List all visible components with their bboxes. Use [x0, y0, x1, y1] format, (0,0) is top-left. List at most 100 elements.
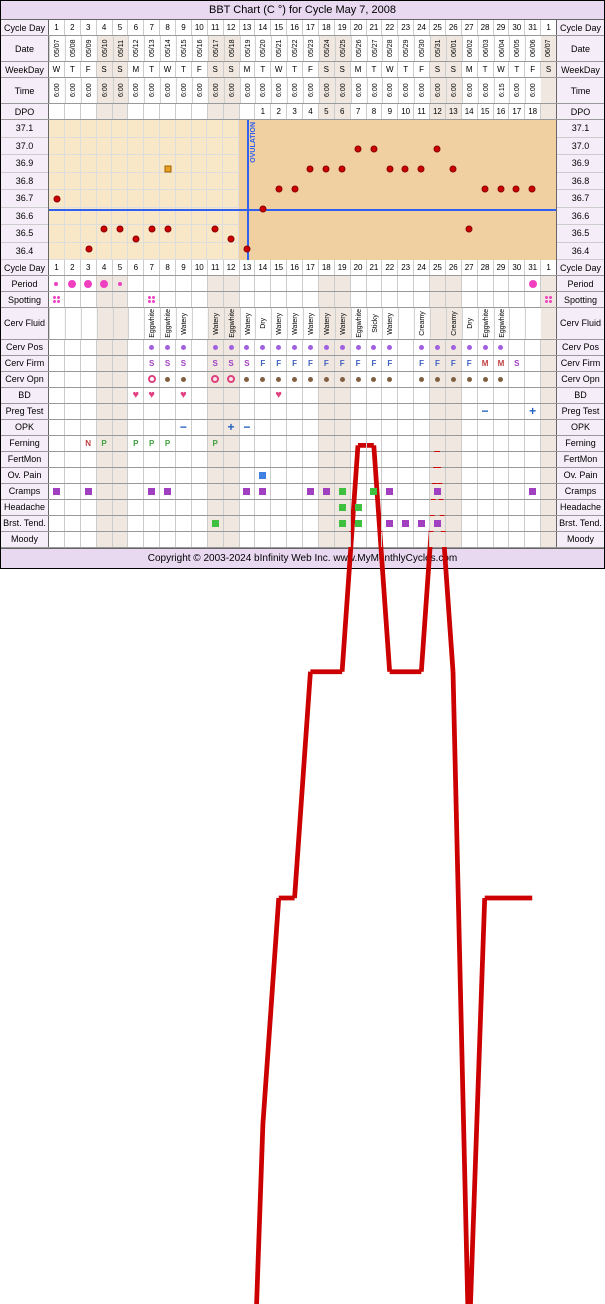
- cell: [81, 452, 97, 467]
- cell: [462, 372, 478, 387]
- label-dpo: DPO: [1, 104, 49, 119]
- cell: 27: [462, 20, 478, 35]
- cell: [462, 276, 478, 291]
- label-weekday: WeekDay: [1, 62, 49, 77]
- cell: 4: [303, 104, 319, 119]
- cell: 2: [65, 20, 81, 35]
- cell: [240, 388, 256, 403]
- label-cervFirm-r: Cerv Firm: [556, 356, 604, 371]
- cell: 05/17: [208, 36, 224, 61]
- cell: [128, 516, 144, 531]
- cell: [494, 484, 510, 499]
- cell: [414, 436, 430, 451]
- cell: 05/26: [351, 36, 367, 61]
- cell: −: [240, 420, 256, 435]
- cell: [319, 420, 335, 435]
- cell: [525, 356, 541, 371]
- cell: [65, 372, 81, 387]
- cell: 23: [398, 20, 414, 35]
- cell: [208, 420, 224, 435]
- row-time: Time6:006:006:006:006:006:006:006:006:00…: [1, 78, 604, 104]
- cell: [303, 404, 319, 419]
- cell: [113, 308, 129, 339]
- row-opk: OPK−+−OPK: [1, 420, 604, 436]
- cell: [335, 452, 351, 467]
- cell: [319, 292, 335, 307]
- cell: [509, 292, 525, 307]
- cell: [478, 452, 494, 467]
- cell: 14: [255, 260, 271, 275]
- cell: 6:00: [319, 78, 335, 103]
- cell: [367, 340, 383, 355]
- cell: [367, 452, 383, 467]
- cell: [303, 436, 319, 451]
- cell: [430, 404, 446, 419]
- cell: [319, 468, 335, 483]
- cell: [255, 452, 271, 467]
- cell: [208, 340, 224, 355]
- label-cycleDay: Cycle Day: [1, 260, 49, 275]
- cell: 18: [525, 104, 541, 119]
- cell: [351, 484, 367, 499]
- cell: [541, 372, 556, 387]
- cell: [192, 292, 208, 307]
- cell: [509, 468, 525, 483]
- cell: [398, 484, 414, 499]
- label-cervFluid-r: Cerv Fluid: [556, 308, 604, 339]
- cell: [255, 292, 271, 307]
- cell: 05/15: [176, 36, 192, 61]
- cell: [319, 452, 335, 467]
- cell: [509, 532, 525, 547]
- cell: [414, 404, 430, 419]
- cell: [367, 372, 383, 387]
- cell: [97, 308, 113, 339]
- cell: [367, 532, 383, 547]
- cell: [351, 516, 367, 531]
- cell: 05/12: [128, 36, 144, 61]
- cell: [382, 500, 398, 515]
- cell: [49, 404, 65, 419]
- cell: [478, 516, 494, 531]
- cell: [255, 340, 271, 355]
- cell: [176, 276, 192, 291]
- cell: 10: [192, 260, 208, 275]
- cell: [414, 468, 430, 483]
- cell: Watery: [240, 308, 256, 339]
- cell: [398, 388, 414, 403]
- cell: [319, 276, 335, 291]
- cell: 20: [351, 20, 367, 35]
- cell: [303, 532, 319, 547]
- cell: 6:00: [478, 78, 494, 103]
- cell: [446, 500, 462, 515]
- cell: 5: [113, 20, 129, 35]
- cell: [128, 484, 144, 499]
- cell: 06/02: [462, 36, 478, 61]
- cell: [525, 516, 541, 531]
- cell: [65, 276, 81, 291]
- cell: [509, 484, 525, 499]
- cell: M: [128, 62, 144, 77]
- cell: [398, 436, 414, 451]
- cell: [414, 516, 430, 531]
- cell: [446, 340, 462, 355]
- cell: [240, 404, 256, 419]
- cell: [176, 484, 192, 499]
- cell: [382, 388, 398, 403]
- cell: 26: [446, 260, 462, 275]
- cell: F: [255, 356, 271, 371]
- cell: S: [176, 356, 192, 371]
- cell: 18: [319, 20, 335, 35]
- cell: [176, 104, 192, 119]
- cell: [160, 104, 176, 119]
- cell: [208, 532, 224, 547]
- cell: −: [478, 404, 494, 419]
- cell: F: [462, 356, 478, 371]
- cell: [113, 420, 129, 435]
- cell: 28: [478, 20, 494, 35]
- cell: [462, 516, 478, 531]
- row-date: Date05/0705/0805/0905/1005/1105/1205/130…: [1, 36, 604, 62]
- cell: [224, 436, 240, 451]
- cell: [81, 516, 97, 531]
- cell: [414, 484, 430, 499]
- cell: [208, 372, 224, 387]
